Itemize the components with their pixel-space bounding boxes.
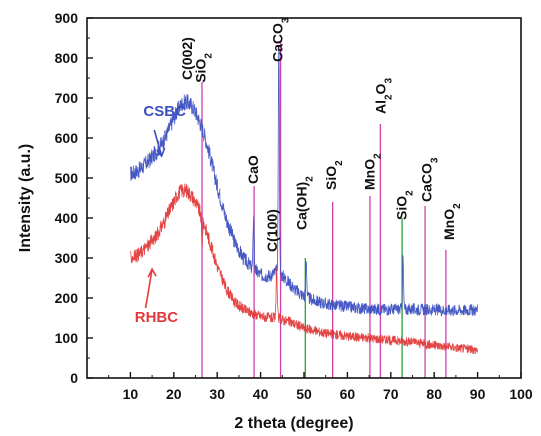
rhbc-arrowhead [147, 267, 157, 278]
x-axis-title: 2 theta (degree) [234, 415, 353, 432]
x-tick-label: 20 [166, 386, 182, 402]
peak-label: Al2O3 [373, 78, 395, 114]
x-tick-label: 90 [470, 386, 486, 402]
peak-label: C(002) [179, 37, 195, 80]
series-csbc [130, 46, 478, 317]
series-layer [130, 46, 478, 355]
peak-label: CaO [245, 155, 261, 184]
y-tick-label: 0 [70, 370, 78, 386]
x-tick-label: 40 [253, 386, 269, 402]
y-tick-label: 100 [55, 330, 79, 346]
x-tick-label: 80 [426, 386, 442, 402]
y-tick-label: 200 [55, 290, 79, 306]
series-rhbc [130, 183, 478, 355]
y-tick-label: 700 [55, 90, 79, 106]
x-tick-label: 50 [296, 386, 312, 402]
peak-label: MnO2 [361, 153, 383, 190]
peak-label: SiO2 [192, 53, 214, 83]
csbc-arrow [153, 129, 163, 157]
peak-label: C(100) [264, 209, 280, 252]
peak-label: MnO2 [441, 203, 463, 240]
y-tick-label: 800 [55, 50, 79, 66]
x-tick-label: 30 [209, 386, 225, 402]
peak-label: Ca(OH)2 [294, 176, 316, 230]
series-label-csbc: CSBC [143, 103, 186, 120]
y-axis-title: Intensity (a.u.) [17, 144, 34, 252]
y-tick-label: 900 [55, 10, 79, 26]
peak-label: CaCO3 [419, 157, 441, 202]
y-tick-label: 400 [55, 210, 79, 226]
axes: 10 20 30 40 50 60 70 80 90 100 0 100 200 300 400 500 600… [17, 10, 533, 432]
peak-label: CaCO3 [269, 17, 291, 62]
y-tick-label: 600 [55, 130, 79, 146]
x-tick-label: 60 [340, 386, 356, 402]
series-label-rhbc: RHBC [135, 309, 178, 326]
y-tick-label: 500 [55, 170, 79, 186]
x-tick-label: 10 [123, 386, 139, 402]
x-tick-label: 100 [509, 386, 533, 402]
csbc-arrowhead [156, 147, 166, 158]
peak-label: SiO2 [323, 160, 345, 190]
peak-label: SiO2 [393, 190, 415, 220]
x-tick-label: 70 [383, 386, 399, 402]
rhbc-arrow [144, 269, 153, 309]
y-tick-label: 300 [55, 250, 79, 266]
